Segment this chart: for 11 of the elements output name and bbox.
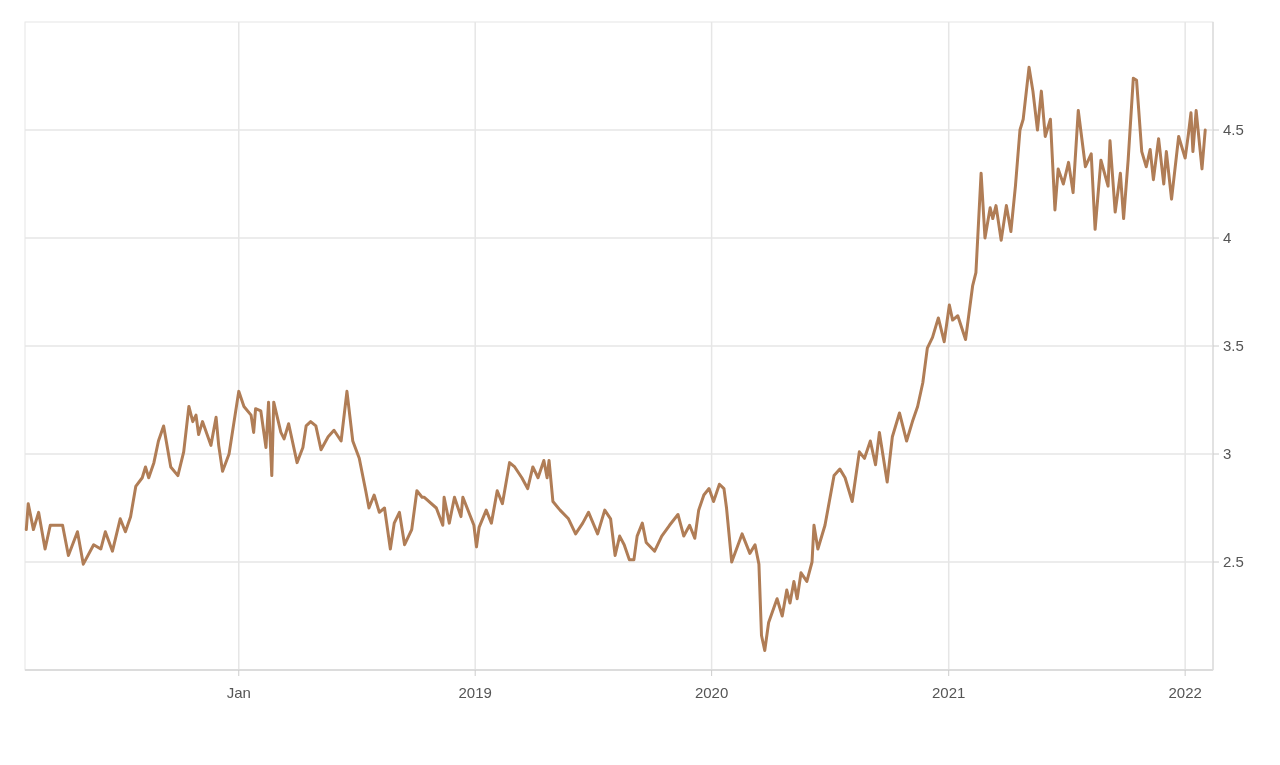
x-tick-label: 2020	[694, 684, 729, 701]
y-tick-label: 3	[1223, 445, 1232, 463]
y-tick-label: 2.5	[1223, 553, 1244, 571]
y-tick-label: 3.5	[1223, 337, 1244, 355]
x-tick-label: Jan	[226, 684, 251, 701]
x-tick-label: 2021	[932, 684, 966, 701]
x-tick-label: 2022	[1168, 684, 1202, 701]
y-tick-label: 4	[1223, 229, 1232, 247]
y-tick-label: 4.5	[1223, 121, 1244, 139]
line-series	[24, 65, 1207, 653]
x-tick-label: 2019	[458, 684, 492, 701]
